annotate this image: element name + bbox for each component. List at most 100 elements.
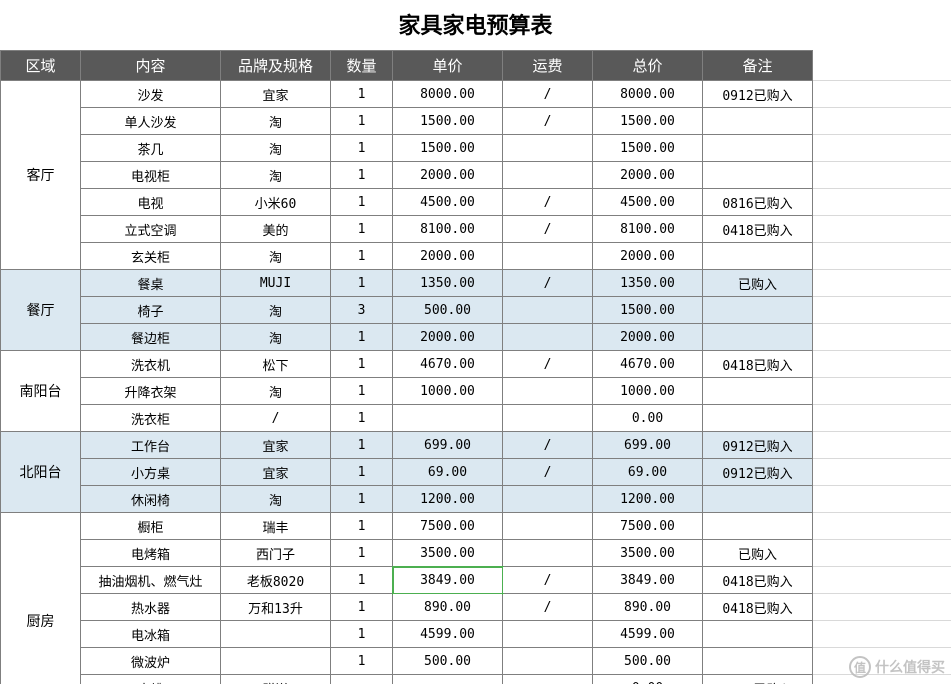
cell-price[interactable]: 8000.00 <box>393 81 503 108</box>
cell-qty[interactable]: 1 <box>331 324 393 351</box>
cell-brand[interactable]: 赠送 <box>221 675 331 684</box>
cell-brand[interactable] <box>221 648 331 675</box>
col-header[interactable]: 单价 <box>393 51 503 81</box>
cell-price[interactable]: 1350.00 <box>393 270 503 297</box>
cell-item[interactable]: 电烤箱 <box>81 540 221 567</box>
cell-qty[interactable]: 1 <box>331 135 393 162</box>
cell-ship[interactable]: / <box>503 567 593 594</box>
cell-ship[interactable] <box>503 243 593 270</box>
cell-brand[interactable]: 小米60 <box>221 189 331 216</box>
cell-ship[interactable]: / <box>503 459 593 486</box>
cell-total[interactable]: 8100.00 <box>593 216 703 243</box>
cell-item[interactable]: 洗衣柜 <box>81 405 221 432</box>
cell-price[interactable]: 4500.00 <box>393 189 503 216</box>
cell-item[interactable]: 水槽 <box>81 675 221 684</box>
col-header[interactable]: 内容 <box>81 51 221 81</box>
col-header[interactable]: 品牌及规格 <box>221 51 331 81</box>
cell-brand[interactable]: 淘 <box>221 378 331 405</box>
cell-note[interactable]: 0912已购入 <box>703 432 813 459</box>
cell-brand[interactable]: MUJI <box>221 270 331 297</box>
cell-brand[interactable]: 淘 <box>221 243 331 270</box>
cell-note[interactable] <box>703 378 813 405</box>
cell-total[interactable]: 4599.00 <box>593 621 703 648</box>
cell-note[interactable]: 已购入 <box>703 540 813 567</box>
cell-price[interactable] <box>393 675 503 684</box>
cell-note[interactable] <box>703 162 813 189</box>
cell-note[interactable] <box>703 135 813 162</box>
cell-brand[interactable]: 淘 <box>221 297 331 324</box>
cell-note[interactable] <box>703 486 813 513</box>
cell-qty[interactable] <box>331 675 393 684</box>
cell-note[interactable]: 0418已购入 <box>703 351 813 378</box>
cell-qty[interactable]: 1 <box>331 243 393 270</box>
cell-note[interactable] <box>703 648 813 675</box>
cell-brand[interactable]: 宜家 <box>221 432 331 459</box>
cell-price[interactable]: 2000.00 <box>393 162 503 189</box>
cell-item[interactable]: 小方桌 <box>81 459 221 486</box>
cell-price[interactable]: 1500.00 <box>393 135 503 162</box>
cell-qty[interactable]: 3 <box>331 297 393 324</box>
cell-note[interactable]: 0418已购入 <box>703 567 813 594</box>
area-cell[interactable]: 客厅 <box>1 81 81 270</box>
cell-ship[interactable]: / <box>503 594 593 621</box>
cell-item[interactable]: 沙发 <box>81 81 221 108</box>
cell-brand[interactable]: 淘 <box>221 135 331 162</box>
cell-price[interactable]: 890.00 <box>393 594 503 621</box>
cell-total[interactable]: 2000.00 <box>593 243 703 270</box>
cell-total[interactable]: 2000.00 <box>593 324 703 351</box>
cell-price[interactable]: 4670.00 <box>393 351 503 378</box>
cell-qty[interactable]: 1 <box>331 378 393 405</box>
cell-item[interactable]: 餐边柜 <box>81 324 221 351</box>
cell-price[interactable]: 3849.00 <box>393 567 503 594</box>
cell-note[interactable] <box>703 243 813 270</box>
cell-price[interactable]: 1200.00 <box>393 486 503 513</box>
cell-item[interactable]: 工作台 <box>81 432 221 459</box>
cell-brand[interactable]: 淘 <box>221 486 331 513</box>
cell-qty[interactable]: 1 <box>331 594 393 621</box>
cell-ship[interactable] <box>503 486 593 513</box>
cell-ship[interactable]: / <box>503 216 593 243</box>
cell-item[interactable]: 洗衣机 <box>81 351 221 378</box>
cell-item[interactable]: 单人沙发 <box>81 108 221 135</box>
cell-price[interactable]: 3500.00 <box>393 540 503 567</box>
cell-total[interactable]: 1200.00 <box>593 486 703 513</box>
cell-price[interactable]: 8100.00 <box>393 216 503 243</box>
cell-item[interactable]: 橱柜 <box>81 513 221 540</box>
cell-total[interactable]: 4500.00 <box>593 189 703 216</box>
cell-item[interactable]: 升降衣架 <box>81 378 221 405</box>
cell-price[interactable]: 1500.00 <box>393 108 503 135</box>
cell-note[interactable] <box>703 513 813 540</box>
cell-total[interactable]: 69.00 <box>593 459 703 486</box>
cell-brand[interactable]: / <box>221 405 331 432</box>
cell-qty[interactable]: 1 <box>331 405 393 432</box>
cell-brand[interactable]: 西门子 <box>221 540 331 567</box>
cell-note[interactable] <box>703 297 813 324</box>
cell-qty[interactable]: 1 <box>331 648 393 675</box>
cell-ship[interactable]: / <box>503 108 593 135</box>
col-header[interactable]: 备注 <box>703 51 813 81</box>
cell-note[interactable]: 0418已购入 <box>703 675 813 684</box>
cell-note[interactable]: 0912已购入 <box>703 81 813 108</box>
cell-total[interactable]: 699.00 <box>593 432 703 459</box>
cell-note[interactable]: 0816已购入 <box>703 189 813 216</box>
cell-brand[interactable]: 淘 <box>221 108 331 135</box>
cell-qty[interactable]: 1 <box>331 540 393 567</box>
cell-ship[interactable]: / <box>503 189 593 216</box>
cell-item[interactable]: 抽油烟机、燃气灶 <box>81 567 221 594</box>
cell-price[interactable]: 500.00 <box>393 297 503 324</box>
cell-item[interactable]: 微波炉 <box>81 648 221 675</box>
cell-ship[interactable]: / <box>503 432 593 459</box>
cell-item[interactable]: 玄关柜 <box>81 243 221 270</box>
cell-item[interactable]: 餐桌 <box>81 270 221 297</box>
cell-brand[interactable]: 瑞丰 <box>221 513 331 540</box>
cell-total[interactable]: 3500.00 <box>593 540 703 567</box>
cell-ship[interactable]: / <box>503 81 593 108</box>
col-header[interactable]: 区域 <box>1 51 81 81</box>
cell-total[interactable]: 500.00 <box>593 648 703 675</box>
cell-total[interactable]: 1350.00 <box>593 270 703 297</box>
cell-total[interactable]: 8000.00 <box>593 81 703 108</box>
cell-item[interactable]: 电冰箱 <box>81 621 221 648</box>
cell-note[interactable] <box>703 324 813 351</box>
cell-brand[interactable]: 淘 <box>221 162 331 189</box>
cell-brand[interactable]: 宜家 <box>221 459 331 486</box>
